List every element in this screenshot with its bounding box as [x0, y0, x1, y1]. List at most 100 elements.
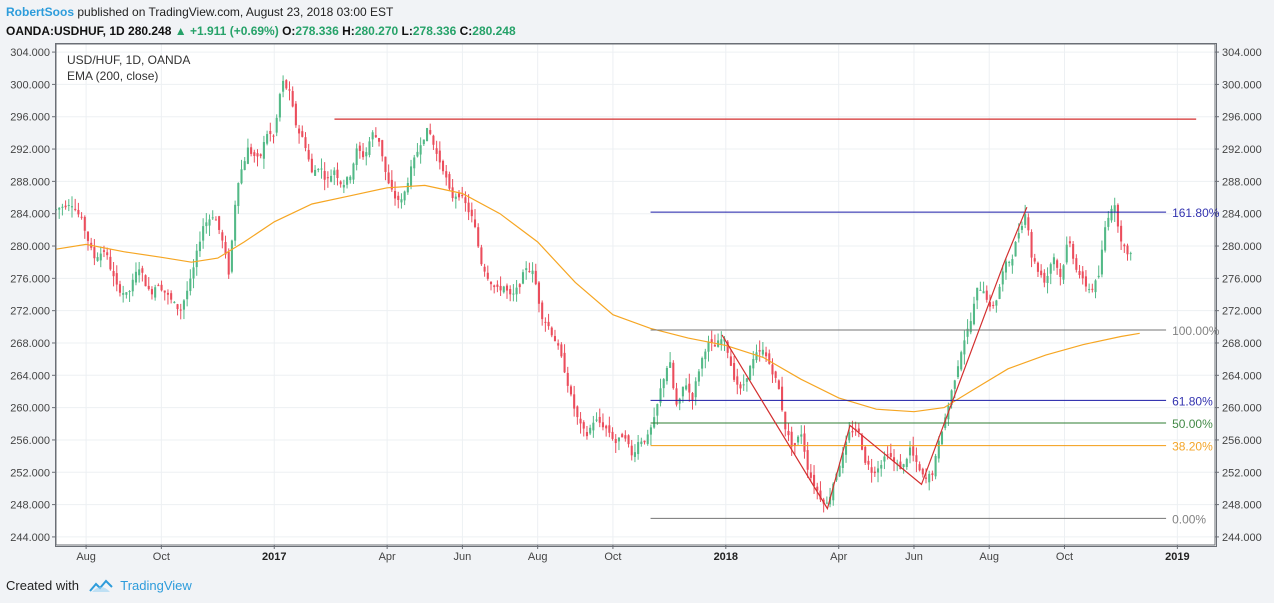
candle-body [992, 304, 995, 306]
legend-indicator[interactable]: EMA (200, close) [67, 69, 159, 83]
candle-body [1084, 276, 1087, 287]
candle-body [186, 290, 189, 300]
candles [54, 75, 1132, 513]
candle-body [464, 197, 467, 204]
candle-body [761, 349, 764, 355]
candle-body [246, 147, 249, 164]
candle-body [656, 404, 659, 416]
y-tick-label-left: 256.000 [10, 435, 50, 447]
candle-body [710, 339, 713, 343]
candle-body [585, 432, 588, 437]
candle-body [550, 327, 553, 336]
candle-body [701, 358, 704, 369]
candle-body [352, 163, 355, 180]
candle-body [640, 441, 643, 445]
y-tick-label-left: 272.000 [10, 306, 50, 318]
candle-body [362, 151, 365, 158]
candle-body [806, 450, 809, 470]
candle-body [317, 169, 320, 171]
author-name[interactable]: RobertSoos [6, 5, 75, 19]
fib-level-label: 61.80% [1172, 394, 1213, 408]
candle-body [915, 455, 918, 462]
candle-body [429, 130, 432, 134]
candle-body [825, 502, 828, 504]
candle-body [346, 177, 349, 185]
candle-body [179, 309, 182, 311]
chart-frame[interactable] [55, 43, 1217, 547]
candle-body [1062, 265, 1065, 280]
candle-body [1036, 262, 1039, 272]
candle-body [707, 341, 710, 352]
candle-body [579, 418, 582, 424]
y-tick-label-right: 292.000 [1222, 144, 1262, 156]
candle-body [451, 187, 454, 199]
candle-body [400, 199, 403, 203]
candle-body [202, 226, 205, 241]
fib-level-label: 161.80% [1172, 206, 1220, 220]
candle-body [534, 270, 537, 285]
candle-body [1100, 249, 1103, 275]
close-label: C: [459, 24, 473, 38]
candle-body [531, 270, 534, 275]
candle-body [441, 160, 445, 172]
candle-body [982, 291, 985, 294]
candle-body [211, 217, 214, 219]
candle-body [214, 219, 217, 221]
candle-body [70, 206, 74, 208]
candle-body [713, 344, 716, 347]
candle-body [1046, 275, 1049, 284]
candle-body [480, 247, 483, 265]
candle-body [512, 293, 515, 295]
candle-body [803, 433, 806, 452]
candle-body [841, 452, 844, 468]
y-tick-label-right: 296.000 [1222, 112, 1262, 124]
x-tick-label: 2018 [714, 551, 738, 563]
candle-body [477, 227, 480, 247]
y-tick-label-right: 260.000 [1222, 403, 1262, 415]
candle-body [889, 453, 892, 457]
candle-body [1094, 280, 1097, 293]
candle-body [838, 465, 841, 477]
ema-200-line [55, 184, 1140, 413]
candle-body [1049, 264, 1052, 274]
candle-body [461, 194, 464, 197]
y-tick-label-right: 304.000 [1222, 47, 1262, 59]
close-value: 280.248 [472, 24, 516, 38]
candle-body [637, 442, 640, 455]
y-tick-label-left: 244.000 [10, 532, 50, 544]
candle-body [112, 271, 115, 277]
candle-body [1043, 272, 1046, 283]
y-tick-label-right: 284.000 [1222, 209, 1262, 221]
candle-body [675, 388, 678, 405]
candle-body [205, 222, 208, 227]
candle-body [234, 204, 237, 241]
fib-level-label: 38.20% [1172, 440, 1213, 454]
candle-body [589, 427, 592, 434]
x-tick-label: 2019 [1165, 551, 1189, 563]
x-tick-label: Apr [830, 551, 847, 563]
candle-body [448, 174, 451, 189]
candle-body [563, 352, 566, 373]
candle-body [147, 285, 150, 290]
candle-body [1033, 258, 1036, 262]
candle-body [985, 290, 988, 300]
candle-body [320, 168, 323, 170]
candle-body [892, 457, 896, 462]
candle-body [390, 179, 393, 190]
y-tick-label-right: 248.000 [1222, 500, 1262, 512]
y-tick-label-left: 280.000 [10, 241, 50, 253]
candle-body [365, 152, 368, 157]
candle-body [1116, 204, 1119, 227]
candle-body [1004, 261, 1008, 273]
candle-body [937, 440, 940, 459]
y-tick-label-left: 264.000 [10, 370, 50, 382]
candle-body [1056, 260, 1059, 268]
candle-body [1110, 208, 1113, 221]
candle-body [797, 436, 800, 443]
tradingview-brand[interactable]: TradingView [120, 578, 192, 593]
candle-body [816, 486, 819, 491]
candle-body [1068, 241, 1071, 244]
candle-body [553, 336, 557, 342]
candle-body [659, 388, 662, 403]
